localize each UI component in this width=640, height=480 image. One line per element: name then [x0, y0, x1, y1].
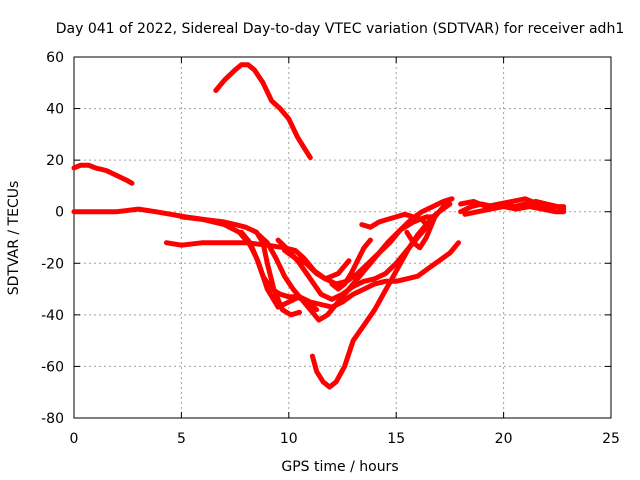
series-line-arc-late-c	[462, 204, 567, 217]
x-tick-label: 10	[280, 431, 298, 447]
axis-ticks: 0 5 10 15 20 25 -80 -60 -40 -20 0 20 40 60	[41, 50, 620, 447]
y-axis-label: SDTVAR / TECUs	[6, 181, 22, 296]
series-line-arc-short	[329, 237, 373, 292]
x-axis-label: GPS time / hours	[281, 459, 398, 475]
plot-frame	[73, 56, 612, 419]
x-tick-label: 5	[177, 431, 186, 447]
series-line-arc-top	[213, 62, 313, 161]
x-tick-label: 0	[70, 431, 79, 447]
x-tick-label: 25	[602, 431, 620, 447]
y-tick-label: 60	[46, 50, 64, 66]
y-tick-label: 20	[46, 153, 64, 169]
series-line-arc-late-small	[359, 211, 429, 230]
y-tick-label: -40	[41, 308, 64, 324]
x-tick-label: 15	[387, 431, 405, 447]
chart-title: Day 041 of 2022, Sidereal Day-to-day VTE…	[56, 21, 624, 37]
y-tick-label: 40	[46, 102, 64, 118]
series-line-arc-late-b	[458, 196, 567, 210]
series-line-arc-deep-d	[282, 196, 455, 287]
series-line-arc-deep-b	[239, 229, 461, 310]
y-tick-label: -80	[41, 411, 64, 427]
data-series	[71, 62, 567, 390]
series-line-arc-early-positive	[71, 162, 135, 186]
series-line-arc-baseline	[71, 206, 302, 318]
x-tick-label: 20	[495, 431, 513, 447]
series-line-arc-mid-drop	[404, 214, 438, 251]
y-tick-label: -20	[41, 256, 64, 272]
y-tick-label: 0	[55, 205, 64, 221]
y-tick-label: -60	[41, 359, 64, 375]
grid-lines	[74, 57, 611, 418]
